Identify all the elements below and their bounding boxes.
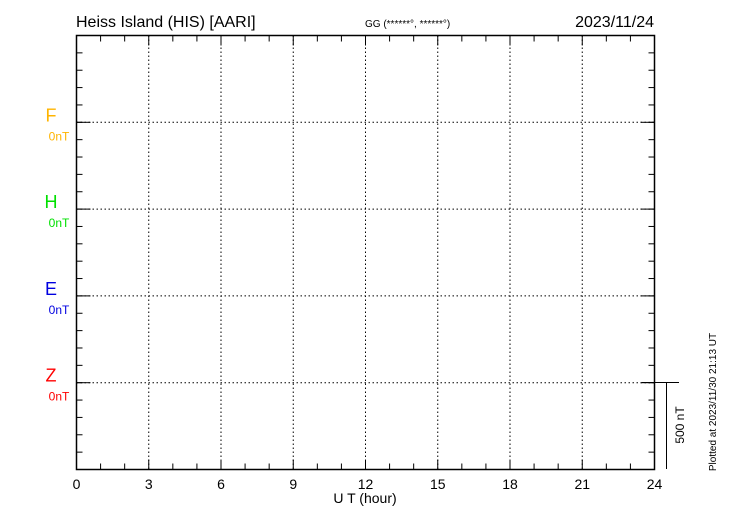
baseline-label-E: 0nT: [49, 303, 70, 317]
x-tick-labels: 0 3 6 9 12 15 18 21 24: [73, 476, 663, 492]
component-label-H: H: [45, 192, 58, 212]
x-tick-label: 9: [289, 476, 297, 492]
x-tick-label: 15: [430, 476, 446, 492]
x-axis-label: U T (hour): [333, 490, 396, 506]
component-label-Z: Z: [46, 366, 57, 386]
x-tick-label: 24: [647, 476, 663, 492]
baseline-label-Z: 0nT: [49, 390, 70, 404]
coordinates-label: GG (******°, ******°): [365, 19, 450, 30]
plotted-timestamp: Plotted at 2023/11/30 21:13 UT: [708, 333, 719, 471]
x-tick-label: 21: [574, 476, 590, 492]
baseline-label-H: 0nT: [49, 216, 70, 230]
x-tick-label: 6: [217, 476, 225, 492]
component-label-F: F: [46, 105, 57, 125]
baseline-label-F: 0nT: [49, 129, 70, 143]
date-label: 2023/11/24: [575, 14, 654, 31]
x-tick-label: 18: [502, 476, 518, 492]
grid: [76, 35, 655, 470]
x-tick-label: 3: [145, 476, 153, 492]
panel-labels: F 0nT H 0nT E 0nT Z 0nT: [45, 105, 71, 403]
x-tick-label: 12: [358, 476, 374, 492]
component-label-E: E: [45, 279, 57, 299]
station-title: Heiss Island (HIS) [AARI]: [76, 14, 256, 31]
scale-bar-label: 500 nT: [673, 406, 687, 444]
x-tick-label: 0: [73, 476, 81, 492]
plot-frame: [75, 34, 656, 471]
scale-bar: 500 nT: [642, 382, 687, 469]
